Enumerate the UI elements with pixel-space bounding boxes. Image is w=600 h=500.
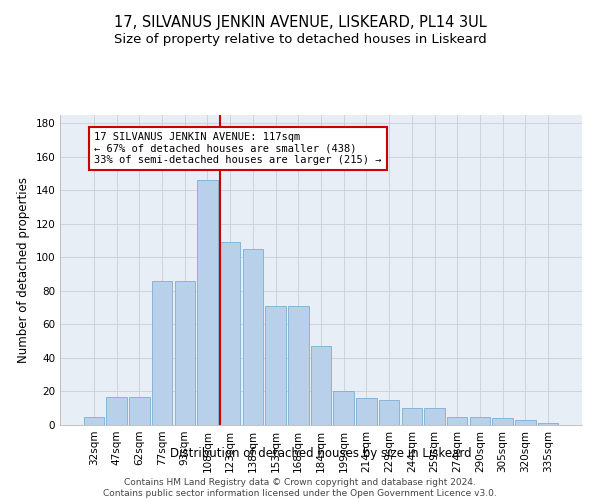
Text: Size of property relative to detached houses in Liskeard: Size of property relative to detached ho… bbox=[113, 32, 487, 46]
Bar bbox=[379, 400, 400, 425]
Bar bbox=[220, 242, 241, 425]
Text: Distribution of detached houses by size in Liskeard: Distribution of detached houses by size … bbox=[170, 448, 472, 460]
Bar bbox=[129, 396, 149, 425]
Text: Contains HM Land Registry data © Crown copyright and database right 2024.
Contai: Contains HM Land Registry data © Crown c… bbox=[103, 478, 497, 498]
Bar bbox=[334, 392, 354, 425]
Bar bbox=[515, 420, 536, 425]
Bar bbox=[493, 418, 513, 425]
Bar bbox=[538, 424, 558, 425]
Bar bbox=[311, 346, 331, 425]
Bar bbox=[447, 416, 467, 425]
Bar bbox=[424, 408, 445, 425]
Bar bbox=[356, 398, 377, 425]
Text: 17 SILVANUS JENKIN AVENUE: 117sqm
← 67% of detached houses are smaller (438)
33%: 17 SILVANUS JENKIN AVENUE: 117sqm ← 67% … bbox=[94, 132, 382, 165]
Bar bbox=[242, 249, 263, 425]
Bar bbox=[265, 306, 286, 425]
Bar bbox=[197, 180, 218, 425]
Bar bbox=[470, 416, 490, 425]
Bar bbox=[175, 281, 195, 425]
Bar bbox=[401, 408, 422, 425]
Text: 17, SILVANUS JENKIN AVENUE, LISKEARD, PL14 3UL: 17, SILVANUS JENKIN AVENUE, LISKEARD, PL… bbox=[113, 15, 487, 30]
Bar bbox=[84, 416, 104, 425]
Bar bbox=[288, 306, 308, 425]
Y-axis label: Number of detached properties: Number of detached properties bbox=[17, 177, 30, 363]
Bar bbox=[106, 396, 127, 425]
Bar bbox=[152, 281, 172, 425]
